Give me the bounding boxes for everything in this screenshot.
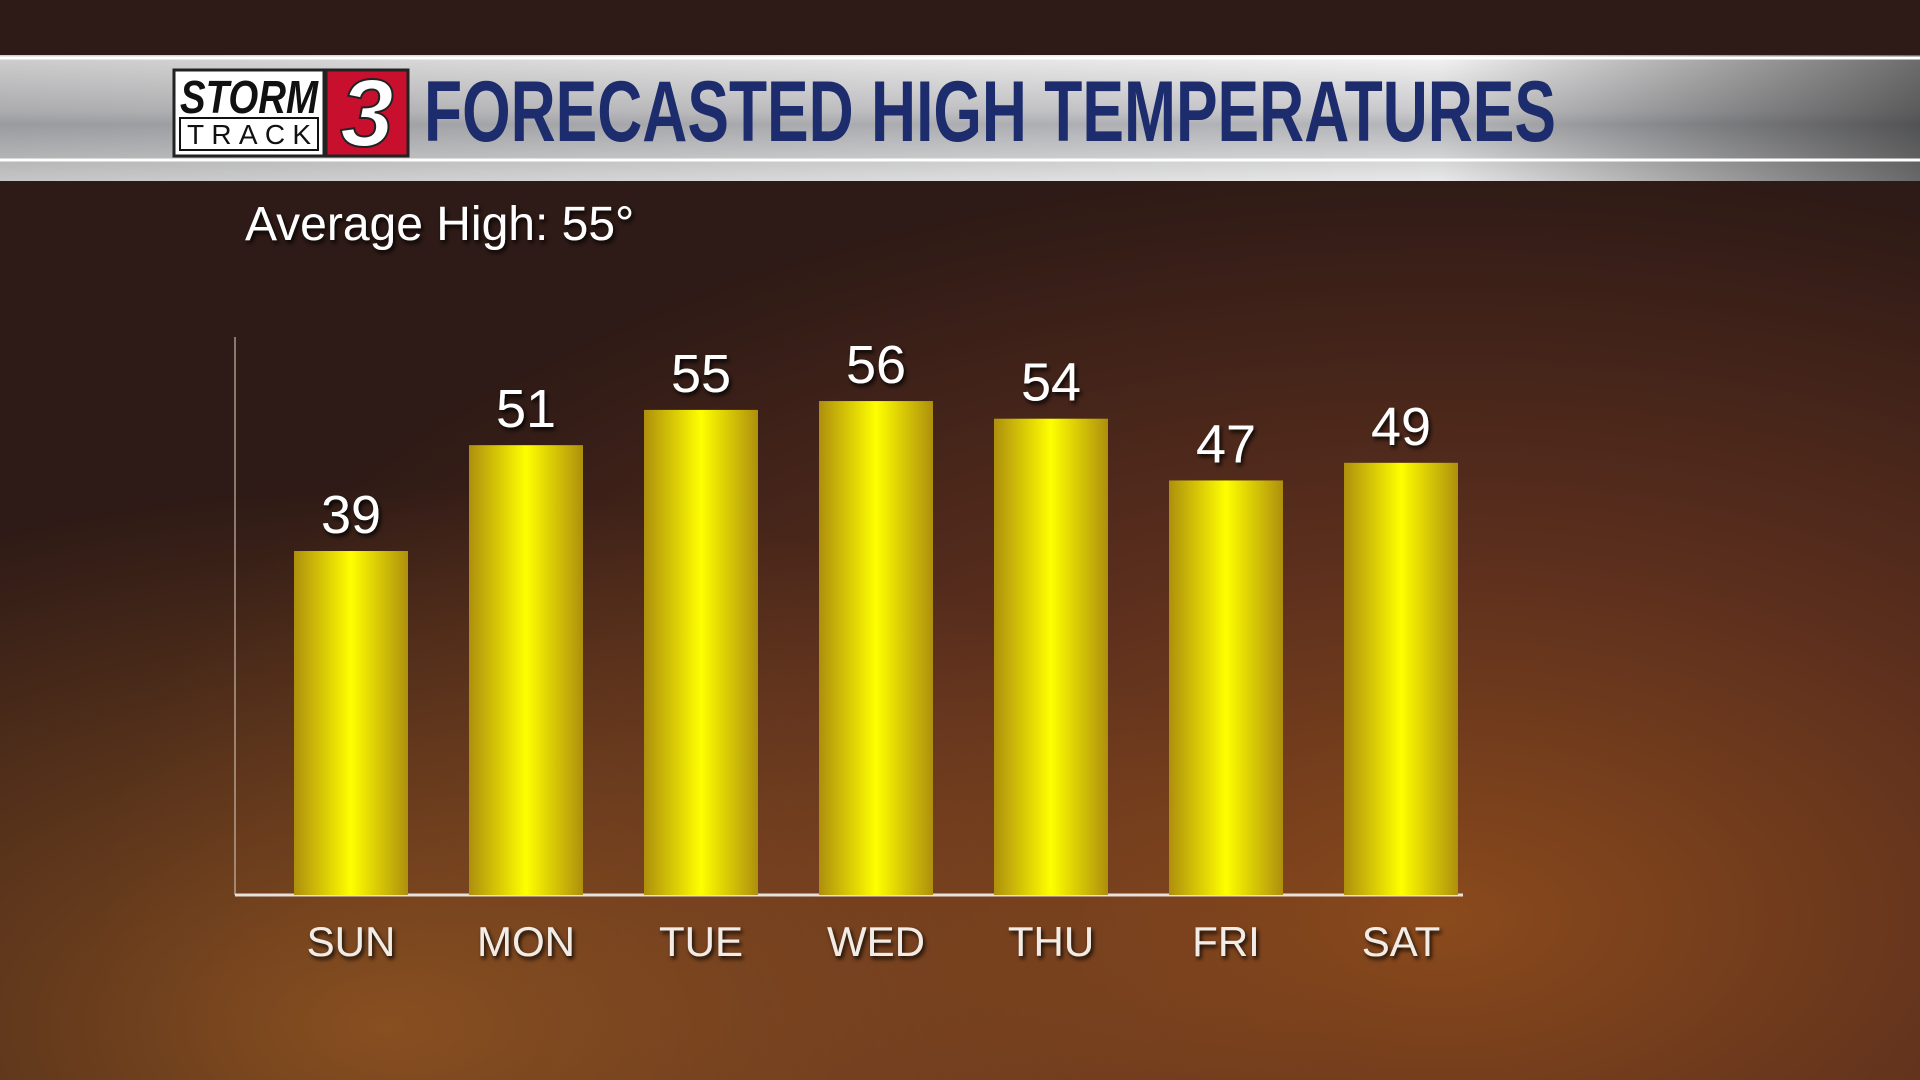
x-tick-label: MON — [477, 918, 575, 965]
bar-tint — [994, 418, 1108, 895]
bar-tint — [644, 409, 758, 895]
bar-tint — [1344, 462, 1458, 895]
bar — [294, 551, 408, 895]
x-tick-label: TUE — [659, 918, 743, 965]
plot: 39 SUN 51 MON 55 TUE 56 WED 54 THU 47 FRI 49 SAT — [294, 335, 1458, 965]
x-tick-label: SAT — [1362, 918, 1441, 965]
bar-tint — [294, 551, 408, 895]
x-tick-label: SUN — [307, 918, 396, 965]
value-label: 49 — [1371, 397, 1431, 457]
bar-tint — [1169, 480, 1283, 895]
value-label: 47 — [1196, 414, 1256, 474]
x-tick-label: WED — [827, 918, 925, 965]
bar — [994, 418, 1108, 895]
value-label: 39 — [321, 485, 381, 545]
value-label: 51 — [496, 379, 556, 439]
chart-subtitle: Average High: 55° — [245, 198, 634, 251]
bar — [1344, 462, 1458, 895]
value-label: 56 — [846, 335, 906, 395]
bar — [1169, 480, 1283, 895]
x-tick-label: THU — [1008, 918, 1094, 965]
logo: STORM TRACK 3 — [172, 59, 410, 168]
chart-title: FORECASTED HIGH TEMPERATURES — [424, 64, 1556, 160]
bar — [469, 445, 583, 895]
bar — [819, 401, 933, 895]
logo-top: STORM — [180, 71, 319, 123]
bar-tint — [819, 401, 933, 895]
logo-strip — [179, 117, 319, 151]
value-label: 55 — [671, 344, 731, 404]
x-tick-label: FRI — [1192, 918, 1260, 965]
logo-number-box — [324, 68, 410, 158]
bar-tint — [469, 445, 583, 895]
logo-number: 3 — [340, 60, 393, 167]
bar — [644, 409, 758, 895]
value-label: 54 — [1021, 353, 1081, 413]
